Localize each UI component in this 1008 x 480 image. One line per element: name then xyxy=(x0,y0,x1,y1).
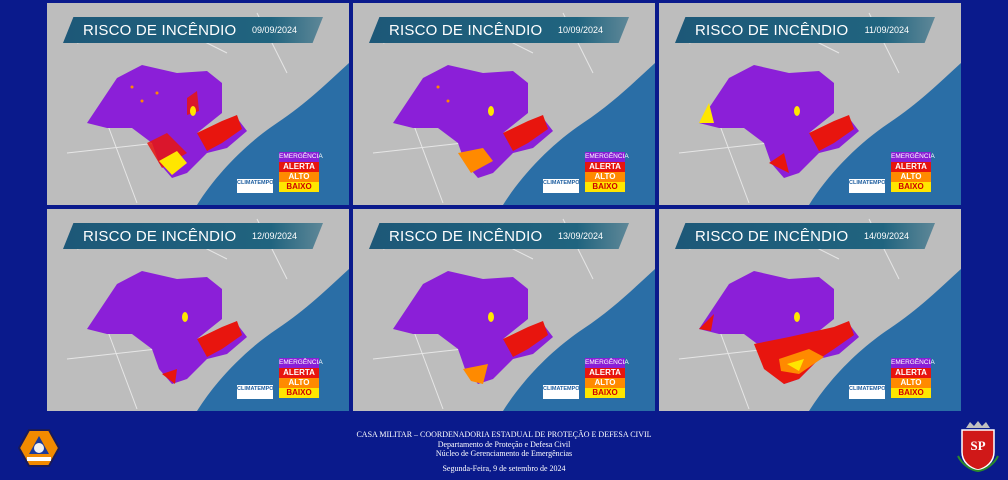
svg-text:SP: SP xyxy=(970,438,985,453)
climatempo-label: CLIMATEMPO xyxy=(849,386,886,392)
forecast-panel-2: RISCO DE INCÊNDIO 10/09/2024 CLIMATEMPO … xyxy=(353,3,655,205)
climatempo-label: CLIMATEMPO xyxy=(543,180,580,186)
legend-emergencia: EMERGÊNCIA xyxy=(585,358,629,368)
forecast-panel-1: RISCO DE INCÊNDIO 09/09/2024 CLIMATEMPO … xyxy=(47,3,349,205)
legend-alerta: ALERTA xyxy=(279,368,319,378)
climatempo-logo: CLIMATEMPO xyxy=(237,385,274,399)
footer-date: Segunda-Feira, 9 de setembro de 2024 xyxy=(442,464,566,473)
climatempo-label: CLIMATEMPO xyxy=(543,386,580,392)
legend-baixo: BAIXO xyxy=(279,182,319,192)
legend-emergencia: EMERGÊNCIA xyxy=(279,152,323,162)
panel-date: 14/09/2024 xyxy=(863,231,909,241)
panel-date: 12/09/2024 xyxy=(251,231,297,241)
legend-baixo: BAIXO xyxy=(279,388,319,398)
panel-title: RISCO DE INCÊNDIO xyxy=(389,21,543,39)
climatempo-logo: CLIMATEMPO xyxy=(849,385,886,399)
panel-date: 11/09/2024 xyxy=(864,25,909,35)
risk-legend: EMERGÊNCIA ALERTA ALTO BAIXO xyxy=(891,152,935,192)
legend-alerta: ALERTA xyxy=(585,162,625,172)
panel-banner: RISCO DE INCÊNDIO 12/09/2024 xyxy=(63,223,323,249)
forecast-panel-6: RISCO DE INCÊNDIO 14/09/2024 CLIMATEMPO … xyxy=(659,209,961,411)
legend-emergencia: EMERGÊNCIA xyxy=(891,152,935,162)
risk-legend: EMERGÊNCIA ALERTA ALTO BAIXO xyxy=(279,152,323,192)
legend-alto: ALTO xyxy=(585,378,625,388)
climatempo-logo: CLIMATEMPO xyxy=(237,179,274,193)
panel-title: RISCO DE INCÊNDIO xyxy=(389,227,543,245)
forecast-panel-3: RISCO DE INCÊNDIO 11/09/2024 CLIMATEMPO … xyxy=(659,3,961,205)
risk-legend: EMERGÊNCIA ALERTA ALTO BAIXO xyxy=(585,152,629,192)
forecast-panel-5: RISCO DE INCÊNDIO 13/09/2024 CLIMATEMPO … xyxy=(353,209,655,411)
legend-alerta: ALERTA xyxy=(279,162,319,172)
panel-title: RISCO DE INCÊNDIO xyxy=(695,227,849,245)
climatempo-logo: CLIMATEMPO xyxy=(849,179,886,193)
panel-title: RISCO DE INCÊNDIO xyxy=(83,21,237,39)
forecast-panel-4: RISCO DE INCÊNDIO 12/09/2024 CLIMATEMPO … xyxy=(47,209,349,411)
legend-emergencia: EMERGÊNCIA xyxy=(891,358,935,368)
legend-baixo: BAIXO xyxy=(585,388,625,398)
legend-alerta: ALERTA xyxy=(891,368,931,378)
legend-emergencia: EMERGÊNCIA xyxy=(585,152,629,162)
legend-baixo: BAIXO xyxy=(891,388,931,398)
panel-date: 13/09/2024 xyxy=(557,231,603,241)
footer-organization: CASA MILITAR – COORDENADORIA ESTADUAL DE… xyxy=(356,430,652,439)
climatempo-label: CLIMATEMPO xyxy=(849,180,886,186)
legend-alerta: ALERTA xyxy=(891,162,931,172)
risk-legend: EMERGÊNCIA ALERTA ALTO BAIXO xyxy=(891,358,935,398)
legend-alto: ALTO xyxy=(891,172,931,182)
risk-legend: EMERGÊNCIA ALERTA ALTO BAIXO xyxy=(585,358,629,398)
legend-alto: ALTO xyxy=(279,378,319,388)
legend-alerta: ALERTA xyxy=(585,368,625,378)
climatempo-logo: CLIMATEMPO xyxy=(543,179,580,193)
legend-emergencia: EMERGÊNCIA xyxy=(279,358,323,368)
footer-department: Departamento de Proteção e Defesa Civil xyxy=(437,440,571,449)
risk-legend: EMERGÊNCIA ALERTA ALTO BAIXO xyxy=(279,358,323,398)
legend-baixo: BAIXO xyxy=(891,182,931,192)
panel-banner: RISCO DE INCÊNDIO 11/09/2024 xyxy=(675,17,935,43)
legend-alto: ALTO xyxy=(279,172,319,182)
panel-date: 10/09/2024 xyxy=(557,25,603,35)
climatempo-label: CLIMATEMPO xyxy=(237,386,274,392)
footer: CASA MILITAR – COORDENADORIA ESTADUAL DE… xyxy=(0,430,1008,474)
defesa-civil-emblem-icon xyxy=(18,429,60,467)
forecast-grid: RISCO DE INCÊNDIO 09/09/2024 CLIMATEMPO … xyxy=(47,3,961,411)
climatempo-logo: CLIMATEMPO xyxy=(543,385,580,399)
panel-banner: RISCO DE INCÊNDIO 13/09/2024 xyxy=(369,223,629,249)
legend-baixo: BAIXO xyxy=(585,182,625,192)
legend-alto: ALTO xyxy=(585,172,625,182)
panel-banner: RISCO DE INCÊNDIO 14/09/2024 xyxy=(675,223,935,249)
sao-paulo-coat-of-arms-icon: SP xyxy=(957,421,999,472)
climatempo-label: CLIMATEMPO xyxy=(237,180,274,186)
panel-title: RISCO DE INCÊNDIO xyxy=(695,21,849,39)
panel-banner: RISCO DE INCÊNDIO 10/09/2024 xyxy=(369,17,629,43)
panel-date: 09/09/2024 xyxy=(251,25,297,35)
legend-alto: ALTO xyxy=(891,378,931,388)
panel-title: RISCO DE INCÊNDIO xyxy=(83,227,237,245)
footer-nucleus: Núcleo de Gerenciamento de Emergências xyxy=(435,449,573,458)
panel-banner: RISCO DE INCÊNDIO 09/09/2024 xyxy=(63,17,323,43)
